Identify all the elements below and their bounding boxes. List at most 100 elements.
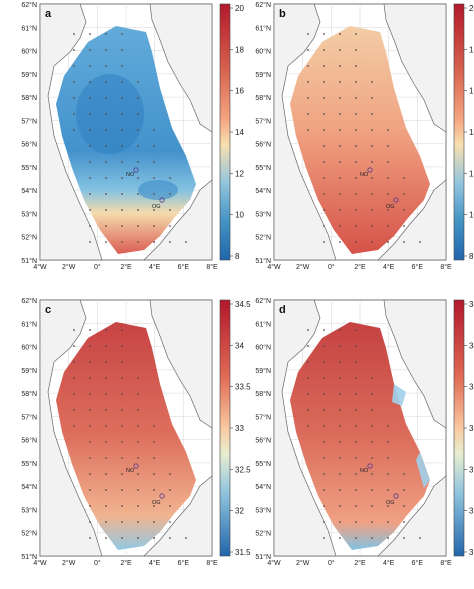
latitude-label: 54°N (255, 187, 271, 195)
station-dot (153, 425, 155, 427)
station-dot (371, 425, 373, 427)
longitude-label: 2°E (354, 559, 366, 567)
site-label-no: NO (126, 468, 135, 474)
station-dot (307, 97, 309, 99)
site-label-no: NO (126, 172, 135, 178)
station-dot (339, 505, 341, 507)
station-dot (73, 113, 75, 115)
station-dot (403, 521, 405, 523)
station-dot (105, 209, 107, 211)
station-dot (105, 329, 107, 331)
longitude-label: 4°E (383, 263, 395, 271)
colorbar-label: 10 (469, 211, 474, 220)
colorbar-label: 14 (469, 128, 474, 137)
site-label-no: NO (360, 172, 369, 178)
latitude-label: 51°N (255, 257, 271, 265)
station-dot (105, 473, 107, 475)
station-dot (403, 537, 405, 539)
station-dot (371, 393, 373, 395)
station-dot (105, 377, 107, 379)
latitude-label: 56°N (21, 141, 37, 149)
station-dot (339, 161, 341, 163)
longitude-label: 8°E (440, 263, 452, 271)
station-dot (153, 537, 155, 539)
station-dot (323, 441, 325, 443)
longitude-label: 2°E (120, 263, 132, 271)
station-dot (355, 345, 357, 347)
station-dot (403, 177, 405, 179)
station-dot (105, 113, 107, 115)
station-dot (153, 505, 155, 507)
uk-landmass (39, 299, 103, 557)
latitude-label: 53°N (21, 506, 37, 514)
station-dot (169, 241, 171, 243)
station-dot (137, 177, 139, 179)
station-dot (355, 145, 357, 147)
station-dot (307, 425, 309, 427)
station-dot (403, 473, 405, 475)
station-dot (403, 489, 405, 491)
longitude-label: 4°W (267, 263, 281, 271)
station-dot (89, 425, 91, 427)
longitude-label: 4°W (267, 559, 281, 567)
station-dot (339, 345, 341, 347)
station-dot (169, 537, 171, 539)
site-label-og: OG (152, 204, 161, 210)
station-dot (339, 537, 341, 539)
station-dot (339, 129, 341, 131)
station-dot (323, 33, 325, 35)
latitude-label: 62°N (255, 297, 271, 305)
station-dot (355, 393, 357, 395)
station-dot (403, 241, 405, 243)
panel-letter: d (279, 304, 286, 316)
longitude-label: 8°E (206, 263, 218, 271)
station-dot (169, 521, 171, 523)
station-dot (307, 409, 309, 411)
station-dot (339, 409, 341, 411)
station-dot (105, 441, 107, 443)
station-dot (339, 489, 341, 491)
station-dot (73, 329, 75, 331)
station-dot (323, 145, 325, 147)
station-dot (323, 193, 325, 195)
latitude-label: 55°N (21, 460, 37, 468)
station-dot (339, 49, 341, 51)
latitude-label: 59°N (21, 367, 37, 375)
station-dot (371, 377, 373, 379)
station-dot (339, 361, 341, 363)
station-dot (89, 113, 91, 115)
station-dot (371, 241, 373, 243)
station-dot (73, 81, 75, 83)
station-dot (355, 33, 357, 35)
station-dot (89, 177, 91, 179)
longitude-label: 6°E (412, 559, 424, 567)
station-dot (355, 537, 357, 539)
station-dot (387, 425, 389, 427)
station-dot (169, 177, 171, 179)
station-dot (355, 81, 357, 83)
station-dot (323, 489, 325, 491)
latitude-label: 60°N (21, 48, 37, 56)
station-dot (323, 537, 325, 539)
colorbar-label: 20 (235, 4, 244, 13)
latitude-label: 55°N (255, 164, 271, 172)
station-dot (355, 129, 357, 131)
latitude-label: 57°N (21, 413, 37, 421)
station-dot (419, 537, 421, 539)
station-dot (371, 521, 373, 523)
latitude-label: 57°N (255, 413, 271, 421)
colorbar-label: 32 (469, 507, 474, 516)
station-dot (355, 241, 357, 243)
site-marker-no (133, 463, 139, 469)
map-panel-d: NO OG d 62°N 61°N 60°N 59°N 58°N 57°N 56°N 55°N 54°… (255, 297, 474, 567)
station-dot (153, 193, 155, 195)
station-dot (89, 225, 91, 227)
station-dot (371, 113, 373, 115)
station-dot (169, 225, 171, 227)
station-dot (105, 129, 107, 131)
station-dot (371, 457, 373, 459)
station-dot (137, 473, 139, 475)
station-dot (323, 209, 325, 211)
station-dot (121, 65, 123, 67)
station-dot (105, 537, 107, 539)
